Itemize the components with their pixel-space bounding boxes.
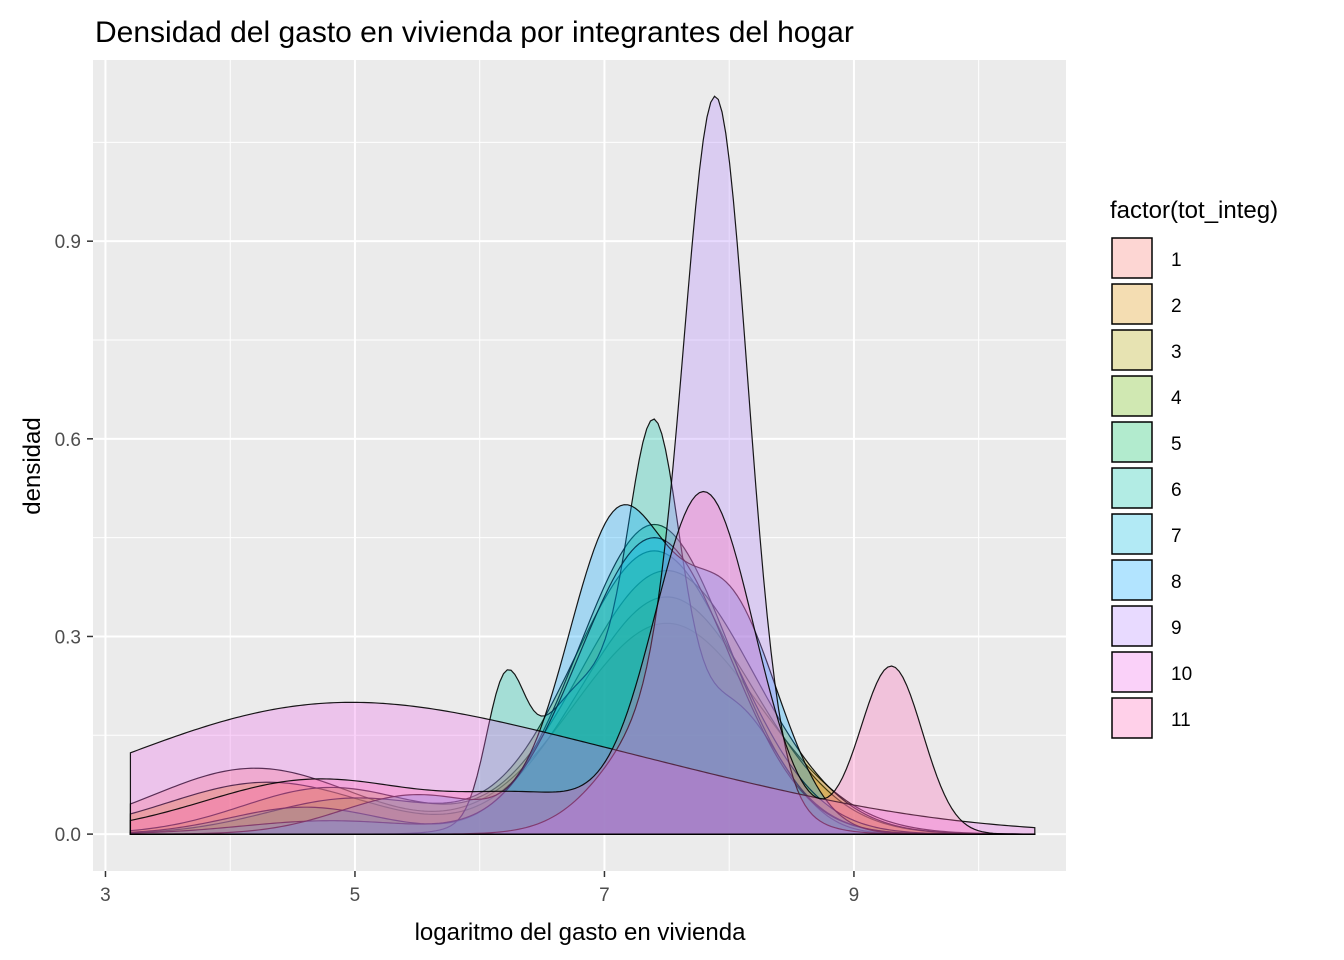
legend-key-2: [1111, 283, 1153, 325]
minor-gridlines: [93, 60, 1066, 871]
density-area-3: [129, 569, 1036, 835]
legend-key-11: [1111, 697, 1153, 739]
y-tick-label: 0.6: [55, 430, 81, 451]
legend-key-bg: [1110, 282, 1154, 326]
legend-key-8: [1111, 559, 1153, 601]
density-area-7: [129, 537, 1035, 835]
density-area-4: [129, 550, 1036, 835]
density-area-8: [129, 504, 1035, 835]
legend-key-bg: [1110, 236, 1154, 280]
y-tick-label: 0.0: [55, 825, 81, 846]
legend-label-3: 3: [1171, 342, 1182, 363]
legend-key-10: [1111, 651, 1153, 693]
legend-label-8: 8: [1171, 572, 1182, 593]
legend-key-bg: [1110, 696, 1154, 740]
legend-key-bg: [1110, 512, 1154, 556]
legend-key-bg: [1110, 604, 1154, 648]
legend-key-3: [1111, 329, 1153, 371]
legend-key-1: [1111, 237, 1153, 279]
legend-key-bg: [1110, 420, 1154, 464]
legend-key-4: [1111, 375, 1153, 417]
legend-label-5: 5: [1171, 434, 1182, 455]
x-axis-title: logaritmo del gasto en vivienda: [415, 919, 747, 946]
legend-label-10: 10: [1171, 664, 1192, 685]
y-tick-label: 0.3: [55, 627, 81, 648]
legend-items: 1 2 3 4 5 6 7 8 9 10 11: [1110, 236, 1192, 740]
legend-key-7: [1111, 513, 1153, 555]
legend-label-11: 11: [1171, 710, 1191, 731]
legend-title: factor(tot_integ): [1110, 197, 1278, 224]
density-area-11: [129, 490, 1036, 835]
major-gridlines: [93, 60, 1066, 871]
x-tick-label: 3: [100, 885, 111, 906]
legend: factor(tot_integ) 1 2 3 4 5 6 7 8 9 10 11: [1110, 197, 1278, 740]
legend-key-bg: [1110, 558, 1154, 602]
density-area-1: [129, 622, 1036, 835]
x-tick-label: 9: [849, 885, 860, 906]
legend-key-6: [1111, 467, 1153, 509]
legend-key-bg: [1110, 466, 1154, 510]
chart-title: Densidad del gasto en vivienda por integ…: [95, 16, 854, 49]
legend-label-9: 9: [1171, 618, 1182, 639]
legend-label-1: 1: [1171, 250, 1182, 271]
density-areas: [129, 95, 1036, 835]
x-tick-label: 5: [350, 885, 361, 906]
legend-label-6: 6: [1171, 480, 1182, 501]
legend-label-2: 2: [1171, 296, 1182, 317]
legend-key-5: [1111, 421, 1153, 463]
legend-key-9: [1111, 605, 1153, 647]
legend-key-bg: [1110, 374, 1154, 418]
density-area-10: [129, 701, 1036, 835]
legend-key-bg: [1110, 328, 1154, 372]
x-axis: 3 5 7 9: [100, 871, 859, 906]
legend-key-bg: [1110, 650, 1154, 694]
y-axis: 0.0 0.3 0.6 0.9: [55, 232, 93, 846]
y-axis-title: densidad: [19, 417, 46, 514]
plot-panel: [93, 60, 1066, 871]
x-tick-label: 7: [599, 885, 610, 906]
y-tick-label: 0.9: [55, 232, 81, 253]
legend-label-4: 4: [1171, 388, 1182, 409]
legend-label-7: 7: [1171, 526, 1182, 547]
